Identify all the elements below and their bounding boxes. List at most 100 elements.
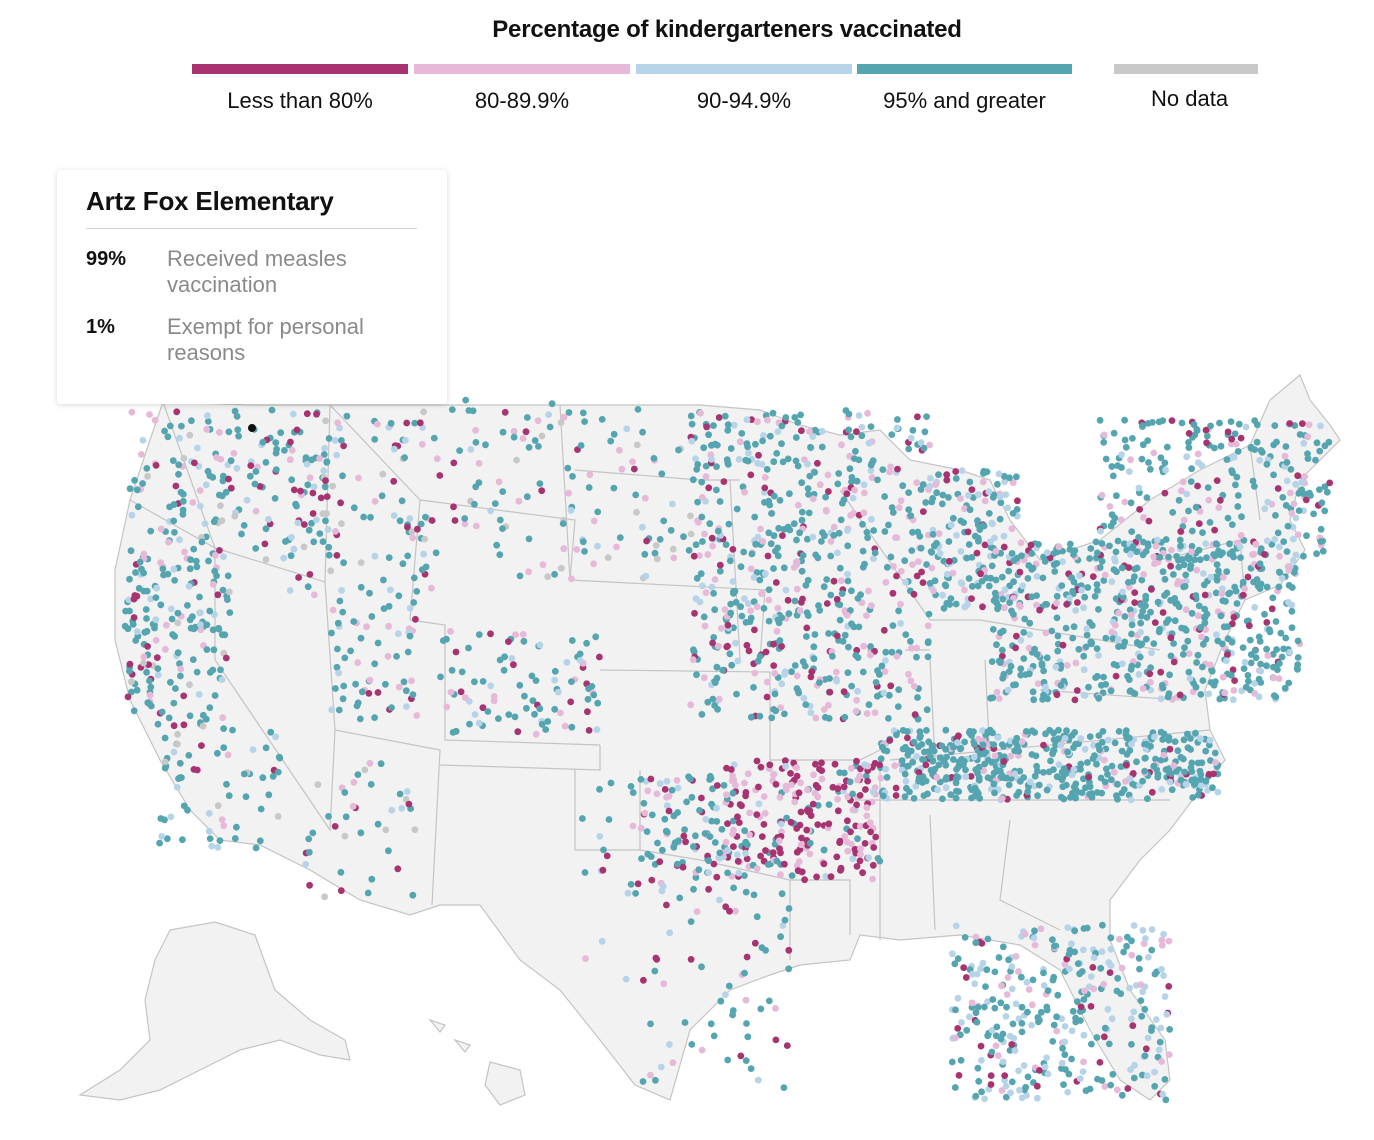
school-dot[interactable] (699, 538, 706, 545)
school-dot[interactable] (1160, 972, 1167, 979)
school-dot[interactable] (1121, 416, 1128, 424)
school-dot[interactable] (698, 1046, 706, 1054)
school-dot[interactable] (1016, 1086, 1023, 1094)
school-dot[interactable] (776, 496, 784, 504)
school-dot[interactable] (1070, 783, 1078, 791)
school-dot[interactable] (367, 513, 374, 521)
school-dot[interactable] (989, 996, 997, 1003)
school-dot[interactable] (337, 887, 345, 895)
school-dot[interactable] (406, 632, 414, 640)
school-dot[interactable] (825, 701, 832, 709)
school-dot[interactable] (1137, 628, 1144, 636)
school-dot[interactable] (1191, 781, 1198, 788)
school-dot[interactable] (1177, 528, 1185, 535)
school-dot[interactable] (1126, 606, 1134, 614)
school-dot[interactable] (750, 891, 758, 899)
school-dot[interactable] (975, 537, 982, 545)
school-dot[interactable] (233, 413, 241, 420)
school-dot[interactable] (731, 587, 739, 595)
school-dot[interactable] (797, 411, 804, 419)
school-dot[interactable] (708, 800, 715, 808)
school-dot[interactable] (252, 844, 260, 852)
school-dot[interactable] (1285, 566, 1293, 574)
school-dot[interactable] (1021, 615, 1029, 623)
school-dot[interactable] (1037, 1008, 1045, 1016)
school-dot[interactable] (316, 455, 323, 462)
school-dot[interactable] (1097, 681, 1105, 689)
school-dot[interactable] (1006, 599, 1013, 606)
school-dot[interactable] (1093, 645, 1101, 652)
school-dot[interactable] (706, 520, 714, 528)
school-dot[interactable] (142, 606, 150, 613)
school-dot[interactable] (698, 478, 706, 486)
school-dot[interactable] (1083, 924, 1091, 932)
school-dot[interactable] (948, 1058, 956, 1066)
school-dot[interactable] (1077, 760, 1085, 768)
school-dot[interactable] (1119, 588, 1126, 596)
school-dot[interactable] (994, 480, 1001, 488)
school-dot[interactable] (811, 631, 819, 638)
school-dot[interactable] (1187, 478, 1195, 485)
school-dot[interactable] (181, 548, 188, 556)
school-dot[interactable] (735, 819, 743, 826)
school-dot[interactable] (767, 540, 775, 548)
school-dot[interactable] (867, 828, 874, 836)
school-dot[interactable] (163, 621, 170, 629)
school-dot[interactable] (1112, 672, 1120, 680)
school-dot[interactable] (637, 824, 645, 832)
school-dot[interactable] (204, 467, 212, 475)
school-dot[interactable] (1008, 525, 1016, 533)
school-dot[interactable] (1113, 492, 1120, 500)
school-dot[interactable] (1135, 671, 1143, 678)
school-dot[interactable] (1126, 984, 1133, 992)
school-dot[interactable] (1288, 584, 1296, 591)
school-dot[interactable] (224, 596, 231, 603)
school-dot[interactable] (1059, 1044, 1066, 1052)
school-dot[interactable] (1104, 736, 1112, 744)
school-dot[interactable] (958, 467, 966, 474)
school-dot[interactable] (1171, 738, 1179, 745)
school-dot[interactable] (355, 474, 362, 482)
school-dot[interactable] (741, 969, 748, 977)
school-dot[interactable] (1179, 478, 1187, 486)
school-dot[interactable] (952, 794, 960, 802)
school-dot[interactable] (780, 564, 788, 572)
school-dot[interactable] (616, 534, 624, 541)
school-dot[interactable] (1229, 469, 1236, 477)
school-dot[interactable] (917, 439, 925, 446)
school-dot[interactable] (1193, 659, 1200, 666)
school-dot[interactable] (1033, 1082, 1041, 1090)
school-dot[interactable] (510, 427, 518, 435)
school-dot[interactable] (977, 965, 984, 973)
school-dot[interactable] (1167, 770, 1175, 777)
school-dot[interactable] (669, 1059, 677, 1067)
school-dot[interactable] (175, 470, 182, 478)
school-dot[interactable] (1185, 430, 1193, 437)
school-dot[interactable] (692, 832, 699, 840)
school-dot[interactable] (216, 428, 223, 436)
school-dot[interactable] (1196, 556, 1204, 564)
school-dot[interactable] (813, 873, 820, 881)
school-dot[interactable] (1182, 571, 1190, 579)
school-dot[interactable] (726, 557, 734, 565)
school-dot[interactable] (187, 556, 195, 564)
school-dot[interactable] (1008, 985, 1016, 993)
school-dot[interactable] (538, 432, 546, 440)
school-dot[interactable] (850, 623, 858, 631)
school-dot[interactable] (1152, 1016, 1160, 1023)
school-dot[interactable] (652, 1076, 659, 1084)
school-dot[interactable] (724, 1056, 732, 1064)
school-dot[interactable] (996, 493, 1004, 501)
school-dot[interactable] (1030, 934, 1038, 942)
school-dot[interactable] (954, 955, 962, 963)
school-dot[interactable] (968, 970, 976, 978)
school-dot[interactable] (1084, 759, 1091, 766)
school-dot[interactable] (760, 821, 768, 828)
school-dot[interactable] (227, 484, 235, 492)
school-dot[interactable] (1235, 420, 1243, 428)
school-dot[interactable] (1006, 1047, 1014, 1054)
school-dot[interactable] (1218, 590, 1226, 597)
school-dot[interactable] (812, 781, 820, 789)
school-dot[interactable] (746, 809, 753, 817)
school-dot[interactable] (923, 561, 930, 568)
